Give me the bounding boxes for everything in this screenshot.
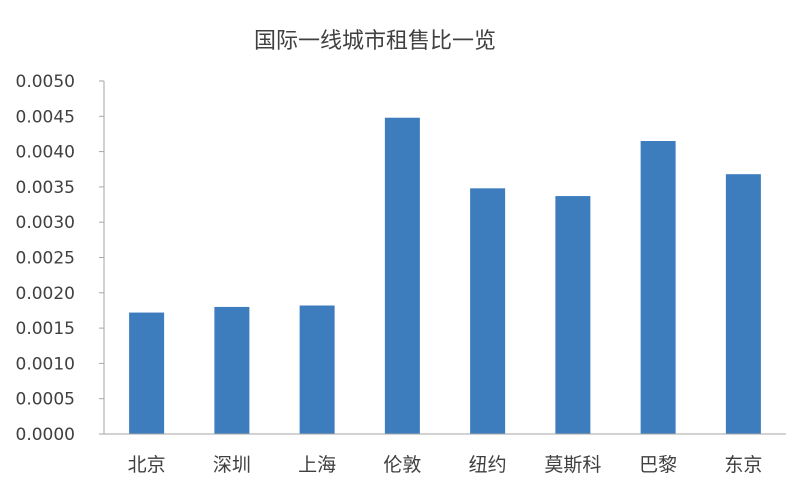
y-tick-label: 0.0045 <box>16 107 75 127</box>
y-tick-label: 0.0020 <box>16 284 75 304</box>
x-axis-ticks: 北京 深圳 上海 伦敦 纽约 莫斯科 巴黎 东京 <box>128 454 763 476</box>
x-tick-label: 巴黎 <box>639 454 677 476</box>
y-tick-label: 0.0000 <box>16 425 75 445</box>
bar-7 <box>640 141 676 434</box>
bar-5 <box>470 188 506 434</box>
y-tick-label: 0.0010 <box>16 354 75 374</box>
y-tick-label: 0.0040 <box>16 143 75 163</box>
x-tick-label: 深圳 <box>213 454 251 476</box>
x-tick-label: 东京 <box>724 454 762 476</box>
y-tick-label: 0.0035 <box>16 178 75 198</box>
bars <box>129 117 761 434</box>
bar-4 <box>384 117 420 434</box>
bar-1 <box>129 312 165 434</box>
x-tick-label: 莫斯科 <box>544 454 601 476</box>
y-tick-label: 0.0025 <box>16 249 75 269</box>
x-tick-label: 北京 <box>128 454 166 476</box>
x-tick-label: 纽约 <box>469 454 507 476</box>
y-tick-label: 0.0030 <box>16 213 75 233</box>
y-tick-label: 0.0050 <box>16 72 75 92</box>
bar-3 <box>299 305 335 434</box>
bar-8 <box>725 174 761 434</box>
y-tick-label: 0.0005 <box>16 390 75 410</box>
x-tick-label: 伦敦 <box>383 454 421 476</box>
y-axis-ticks: 0.0000 0.0005 0.0010 0.0015 0.0020 0.0025 0.00… <box>16 72 104 445</box>
chart-title: 国际一线城市租售比一览 <box>254 29 496 54</box>
x-tick-label: 上海 <box>298 454 336 476</box>
y-tick-label: 0.0015 <box>16 319 75 339</box>
bar-2 <box>214 306 250 434</box>
bar-6 <box>555 196 591 434</box>
